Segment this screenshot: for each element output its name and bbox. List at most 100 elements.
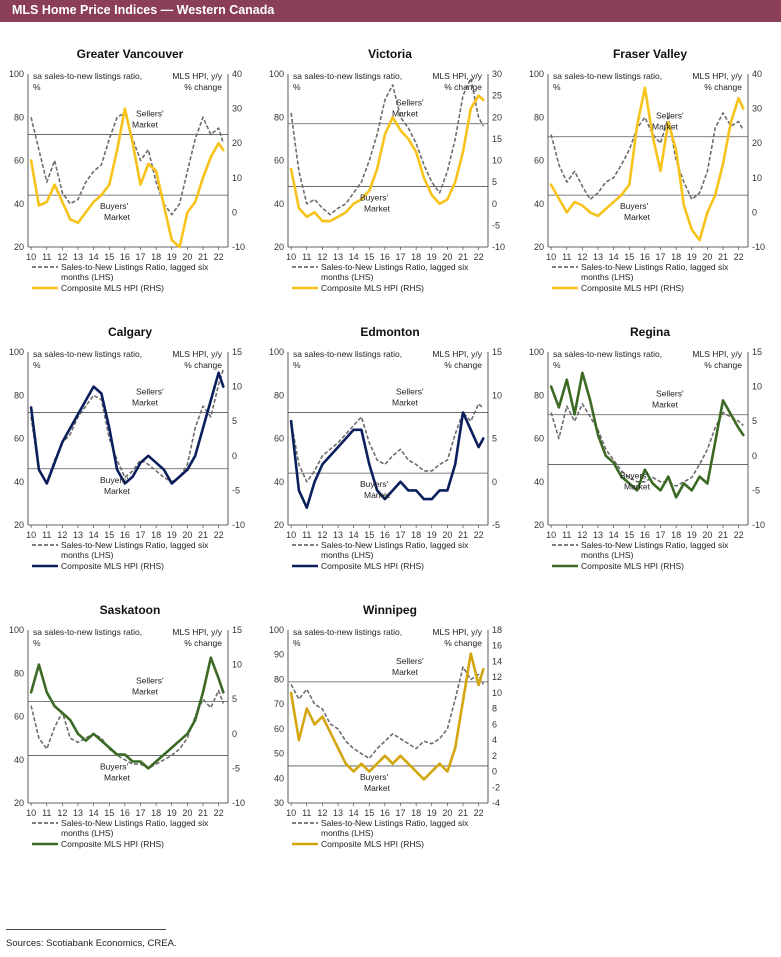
x-tick-label: 13 bbox=[333, 808, 343, 818]
buyers-market-label: Market bbox=[624, 481, 651, 491]
rhs-axis-label: % change bbox=[184, 82, 222, 92]
x-tick-label: 14 bbox=[349, 808, 359, 818]
x-tick-label: 22 bbox=[214, 530, 224, 540]
lhs-tick-label: 20 bbox=[534, 520, 544, 530]
rhs-tick-label: 15 bbox=[232, 347, 242, 357]
lhs-tick-label: 40 bbox=[534, 477, 544, 487]
lhs-tick-label: 100 bbox=[269, 347, 284, 357]
lhs-tick-label: 40 bbox=[14, 477, 24, 487]
chart-panel-edmonton: Edmonton 20 40 60 80 100 -5 0 5 10 15 10 11 12 13 14 15 1… bbox=[260, 318, 520, 578]
legend-label-hpi: Composite MLS HPI (RHS) bbox=[61, 561, 164, 571]
chart-svg-winnipeg: Winnipeg 30 40 50 60 70 80 90 100 -4 -2 0 2 4 6 8 10 12 14… bbox=[269, 603, 502, 849]
lhs-axis-label: % bbox=[33, 638, 41, 648]
x-tick-label: 11 bbox=[42, 808, 51, 818]
lhs-tick-label: 20 bbox=[274, 242, 284, 252]
rhs-tick-label: 18 bbox=[492, 625, 502, 635]
x-tick-label: 12 bbox=[317, 808, 327, 818]
rhs-tick-label: 0 bbox=[752, 207, 757, 217]
rhs-axis-label: MLS HPI, y/y bbox=[432, 349, 482, 359]
chart-svg-saskatoon: Saskatoon 20 40 60 80 100 -10 -5 0 5 10 15 10 11 12 13 1… bbox=[9, 603, 245, 849]
series-line-composite-hpi bbox=[289, 652, 485, 781]
x-tick-label: 19 bbox=[167, 252, 177, 262]
lhs-tick-label: 100 bbox=[9, 69, 24, 79]
rhs-tick-label: 20 bbox=[492, 112, 502, 122]
x-tick-label: 18 bbox=[411, 252, 421, 262]
lhs-tick-label: 80 bbox=[14, 112, 24, 122]
rhs-tick-label: 6 bbox=[492, 719, 497, 729]
lhs-tick-label: 60 bbox=[274, 724, 284, 734]
chart-title: Edmonton bbox=[360, 325, 419, 339]
x-tick-label: 13 bbox=[333, 252, 343, 262]
x-tick-label: 13 bbox=[593, 530, 603, 540]
lhs-tick-label: 50 bbox=[274, 749, 284, 759]
lhs-tick-label: 20 bbox=[14, 242, 24, 252]
lhs-tick-label: 20 bbox=[534, 242, 544, 252]
series-line-composite-hpi bbox=[289, 94, 485, 223]
x-tick-label: 10 bbox=[546, 530, 556, 540]
x-tick-label: 17 bbox=[135, 252, 145, 262]
chart-panel-saskatoon: Saskatoon 20 40 60 80 100 -10 -5 0 5 10 15 10 11 12 13 1… bbox=[0, 596, 260, 856]
lhs-tick-label: 60 bbox=[274, 434, 284, 444]
sellers-market-label: Sellers' bbox=[656, 389, 684, 399]
x-tick-label: 10 bbox=[26, 808, 36, 818]
x-tick-label: 20 bbox=[442, 808, 452, 818]
lhs-tick-label: 20 bbox=[274, 520, 284, 530]
rhs-axis-label: MLS HPI, y/y bbox=[432, 71, 482, 81]
lhs-axis-label: sa sales-to-new listings ratio, bbox=[33, 349, 142, 359]
lhs-axis-label: % bbox=[553, 82, 561, 92]
lhs-tick-label: 100 bbox=[269, 69, 284, 79]
x-tick-label: 15 bbox=[104, 530, 114, 540]
x-tick-label: 17 bbox=[135, 808, 145, 818]
lhs-tick-label: 80 bbox=[274, 674, 284, 684]
sellers-market-label: Market bbox=[392, 667, 419, 677]
x-tick-label: 18 bbox=[151, 252, 161, 262]
sellers-market-label: Sellers' bbox=[136, 109, 164, 119]
x-tick-label: 16 bbox=[380, 252, 390, 262]
lhs-tick-label: 100 bbox=[529, 69, 544, 79]
rhs-axis-label: % change bbox=[704, 82, 742, 92]
x-tick-label: 15 bbox=[624, 252, 634, 262]
legend-label-ratio: Sales-to-New Listings Ratio, lagged six bbox=[61, 540, 209, 550]
rhs-tick-label: 0 bbox=[492, 477, 497, 487]
legend-label-ratio: Sales-to-New Listings Ratio, lagged six bbox=[321, 262, 469, 272]
x-tick-label: 14 bbox=[89, 252, 99, 262]
source-note: Sources: Scotiabank Economics, CREA. bbox=[6, 938, 177, 949]
rhs-tick-label: 16 bbox=[492, 641, 502, 651]
sellers-market-label: Market bbox=[652, 400, 679, 410]
rhs-tick-label: 0 bbox=[232, 729, 237, 739]
buyers-market-label: Market bbox=[624, 212, 651, 222]
x-tick-label: 17 bbox=[395, 252, 405, 262]
legend-label-ratio: months (LHS) bbox=[581, 550, 634, 560]
lhs-axis-label: sa sales-to-new listings ratio, bbox=[293, 627, 402, 637]
chart-panel-fraser-valley: Fraser Valley 20 40 60 80 100 -10 0 10 20 30 40 10 11… bbox=[520, 40, 780, 300]
lhs-tick-label: 60 bbox=[534, 434, 544, 444]
x-tick-label: 20 bbox=[442, 252, 452, 262]
x-tick-label: 22 bbox=[214, 252, 224, 262]
rhs-tick-label: -10 bbox=[232, 798, 245, 808]
lhs-axis-label: sa sales-to-new listings ratio, bbox=[553, 71, 662, 81]
x-tick-label: 11 bbox=[302, 252, 311, 262]
chart-svg-greater-vancouver: Greater Vancouver20406080100-10010203040… bbox=[9, 47, 245, 293]
x-tick-label: 13 bbox=[73, 808, 83, 818]
chart-panel-victoria: Victoria 20 40 60 80 100 -10 -5 0 5 10 15 20 25 30 10 11… bbox=[260, 40, 520, 300]
chart-svg-victoria: Victoria 20 40 60 80 100 -10 -5 0 5 10 15 20 25 30 10 11… bbox=[269, 47, 505, 293]
lhs-tick-label: 100 bbox=[269, 625, 284, 635]
sellers-market-label: Sellers' bbox=[396, 98, 424, 108]
legend-label-ratio: Sales-to-New Listings Ratio, lagged six bbox=[581, 540, 729, 550]
legend-label-ratio: months (LHS) bbox=[61, 272, 114, 282]
chart-panel-calgary: Calgary 20 40 60 80 100 -10 -5 0 5 10 15 10 11 12 13 14 1… bbox=[0, 318, 260, 578]
rhs-tick-label: 2 bbox=[492, 751, 497, 761]
rhs-tick-label: 40 bbox=[232, 69, 242, 79]
legend-label-hpi: Composite MLS HPI (RHS) bbox=[581, 561, 684, 571]
lhs-tick-label: 60 bbox=[14, 434, 24, 444]
x-tick-label: 10 bbox=[286, 530, 296, 540]
sellers-market-label: Sellers' bbox=[656, 111, 684, 121]
chart-svg-calgary: Calgary 20 40 60 80 100 -10 -5 0 5 10 15 10 11 12 13 14 1… bbox=[9, 325, 245, 571]
x-tick-label: 20 bbox=[702, 530, 712, 540]
sellers-market-label: Sellers' bbox=[396, 387, 424, 397]
lhs-tick-label: 60 bbox=[534, 156, 544, 166]
rhs-tick-label: 0 bbox=[752, 451, 757, 461]
buyers-market-label: Market bbox=[104, 486, 131, 496]
rhs-tick-label: -10 bbox=[492, 242, 505, 252]
